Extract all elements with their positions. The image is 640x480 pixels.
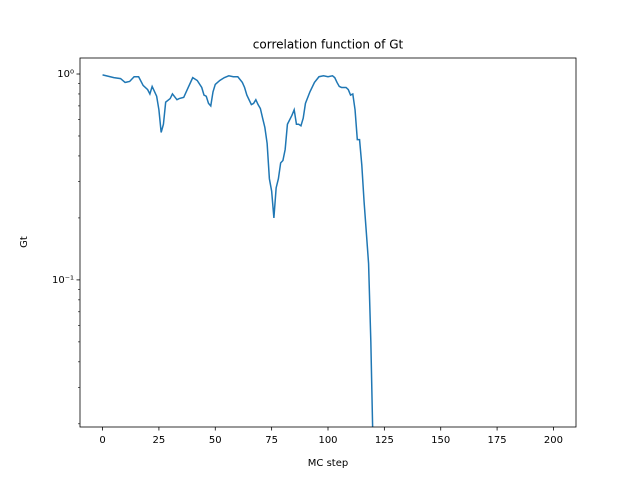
- x-tick-label: 75: [265, 435, 278, 446]
- x-tick-label: 175: [488, 435, 507, 446]
- data-line: [102, 74, 374, 427]
- y-tick-label: 10⁻¹: [52, 275, 74, 286]
- chart-title: correlation function of Gt: [253, 38, 404, 52]
- x-tick-label: 25: [153, 435, 166, 446]
- x-tick-label: 0: [99, 435, 105, 446]
- x-tick-label: 125: [375, 435, 394, 446]
- y-axis-label: Gt: [19, 236, 30, 248]
- plot-area: [102, 74, 374, 427]
- x-axis-label: MC step: [308, 458, 348, 469]
- x-tick-label: 50: [209, 435, 222, 446]
- y-tick-label: 10⁰: [57, 69, 74, 80]
- axes-frame: [79, 57, 577, 428]
- x-tick-label: 100: [318, 435, 337, 446]
- x-tick-label: 200: [544, 435, 563, 446]
- x-tick-label: 150: [431, 435, 450, 446]
